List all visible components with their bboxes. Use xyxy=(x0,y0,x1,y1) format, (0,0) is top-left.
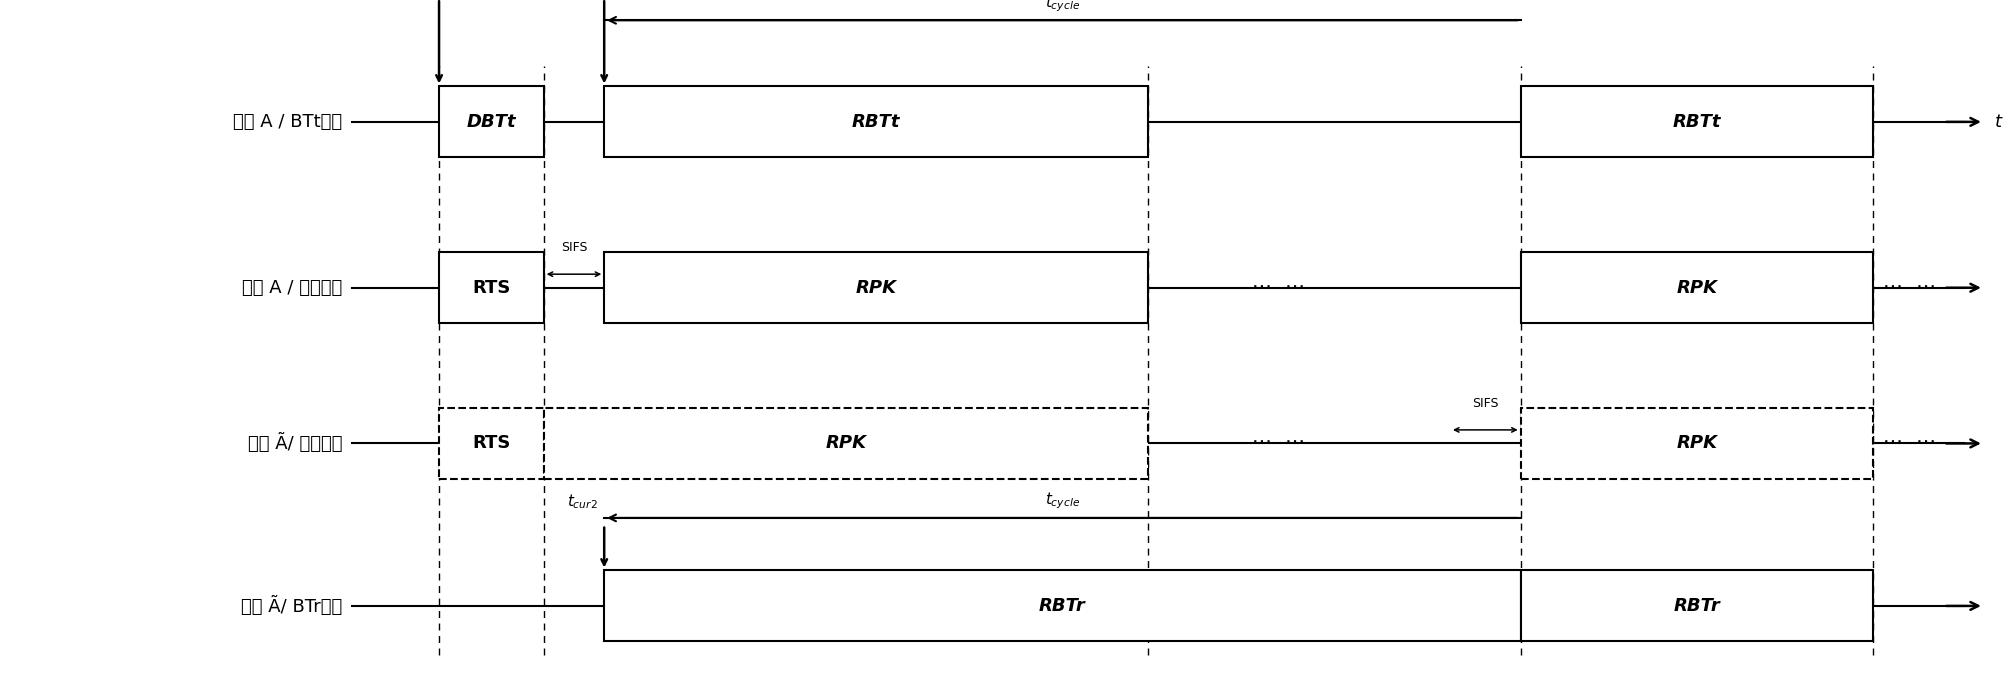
Bar xyxy=(1521,86,1873,158)
Bar xyxy=(1521,570,1873,642)
Text: SIFS: SIFS xyxy=(1472,397,1498,410)
Text: RPK: RPK xyxy=(856,279,896,297)
Text: RBTr: RBTr xyxy=(1674,597,1720,615)
Text: ···  ···: ··· ··· xyxy=(1883,433,1935,454)
Text: RTS: RTS xyxy=(471,279,512,297)
Text: ···  ···: ··· ··· xyxy=(1253,278,1305,298)
Text: 节点 A / 数据信道: 节点 A / 数据信道 xyxy=(242,279,342,297)
Text: $t_{cycle}$: $t_{cycle}$ xyxy=(1045,491,1080,511)
Text: RTS: RTS xyxy=(471,435,512,452)
Text: 节点 Ã/ BTr信道: 节点 Ã/ BTr信道 xyxy=(242,596,342,616)
Text: SIFS: SIFS xyxy=(560,241,588,254)
Text: ···  ···: ··· ··· xyxy=(1253,433,1305,454)
Text: DBTt: DBTt xyxy=(467,113,516,131)
Text: $t$: $t$ xyxy=(1994,113,2004,131)
Text: RBTt: RBTt xyxy=(1672,113,1722,131)
Text: RBTt: RBTt xyxy=(852,113,900,131)
Text: RPK: RPK xyxy=(826,435,866,452)
Bar xyxy=(439,253,544,324)
Text: RPK: RPK xyxy=(1676,279,1718,297)
Text: 节点 A / BTt信道: 节点 A / BTt信道 xyxy=(234,113,342,131)
Text: RBTr: RBTr xyxy=(1039,597,1086,615)
Text: ···  ···: ··· ··· xyxy=(1883,278,1935,298)
Text: $t_{cycle}$: $t_{cycle}$ xyxy=(1045,0,1080,14)
Bar xyxy=(439,408,544,479)
Bar xyxy=(604,253,1148,324)
Text: RPK: RPK xyxy=(1676,435,1718,452)
Bar xyxy=(439,86,544,158)
Bar xyxy=(1521,253,1873,324)
Bar xyxy=(604,570,1521,642)
Bar xyxy=(544,408,1148,479)
Bar xyxy=(604,86,1148,158)
Bar xyxy=(1521,408,1873,479)
Text: $t_{cur2}$: $t_{cur2}$ xyxy=(568,492,598,511)
Text: 节点 Ã/ 数据信道: 节点 Ã/ 数据信道 xyxy=(248,433,342,454)
